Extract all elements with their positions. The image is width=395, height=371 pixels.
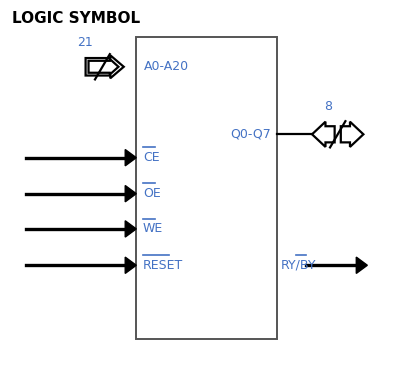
Text: RESET: RESET	[143, 259, 183, 272]
Text: 21: 21	[77, 36, 93, 49]
Polygon shape	[125, 150, 136, 166]
Text: A0-A20: A0-A20	[144, 60, 189, 73]
Text: WE: WE	[143, 222, 163, 236]
Polygon shape	[125, 221, 136, 237]
Text: CE: CE	[143, 151, 160, 164]
Text: LOGIC SYMBOL: LOGIC SYMBOL	[12, 11, 140, 26]
Polygon shape	[125, 186, 136, 202]
Text: OE: OE	[143, 187, 161, 200]
Text: RY/BY: RY/BY	[281, 259, 317, 272]
Text: Q0-Q7: Q0-Q7	[230, 128, 271, 141]
Bar	[136, 37, 276, 339]
Polygon shape	[125, 257, 136, 273]
Polygon shape	[356, 257, 367, 273]
Text: 8: 8	[324, 100, 332, 113]
